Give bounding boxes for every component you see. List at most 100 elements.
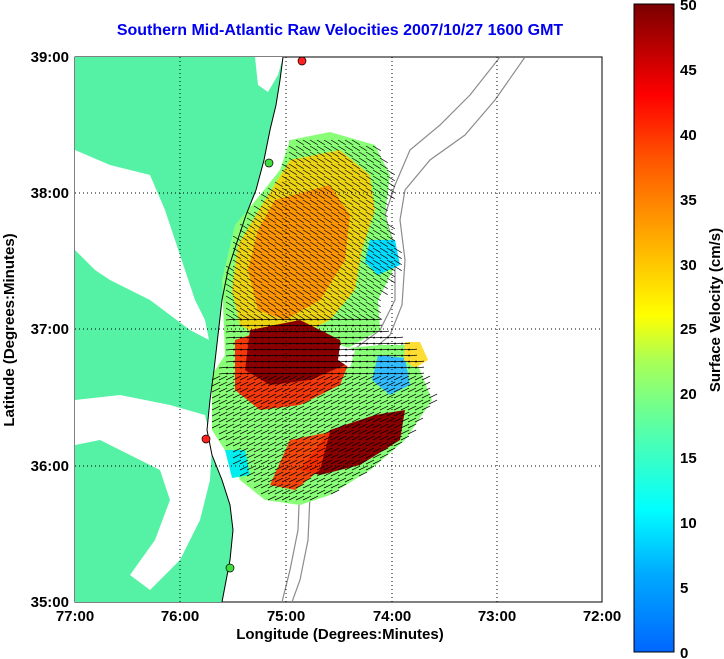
velocity-arrow <box>365 223 374 229</box>
velocity-arrow <box>281 241 290 247</box>
velocity-arrow <box>246 393 256 399</box>
velocity-arrow <box>407 387 417 393</box>
velocity-arrow <box>337 277 346 283</box>
velocity-arrow <box>260 387 270 393</box>
velocity-arrow <box>253 289 262 295</box>
velocity-arrow <box>253 354 264 357</box>
colorbar-tick-label: 20 <box>680 386 697 403</box>
x-axis: 77:00 76:00 75:00 74:00 73:00 72:00 <box>56 608 621 625</box>
velocity-arrow <box>281 366 292 369</box>
velocity-arrow <box>295 223 304 229</box>
velocity-arrow <box>295 342 306 345</box>
velocity-arrow <box>358 175 367 181</box>
velocity-arrow <box>316 193 325 199</box>
velocity-arrow <box>330 483 340 489</box>
radar-station-marker <box>264 158 274 168</box>
velocity-arrow <box>253 399 263 405</box>
velocity-arrow <box>337 471 347 477</box>
velocity-arrow <box>351 211 360 217</box>
velocity-arrow <box>274 354 285 357</box>
velocity-arrow <box>309 199 318 205</box>
velocity-arrow <box>225 375 235 381</box>
velocity-arrow <box>323 483 333 489</box>
velocity-arrow <box>267 324 278 327</box>
velocity-arrow <box>274 193 283 199</box>
velocity-arrow <box>316 417 326 423</box>
velocity-arrow <box>365 354 376 357</box>
velocity-arrow <box>351 411 361 417</box>
velocity-arrow <box>414 366 425 369</box>
velocity-arrow <box>351 187 360 193</box>
velocity-arrow <box>302 441 312 447</box>
velocity-arrow <box>351 151 360 157</box>
x-tick-label: 72:00 <box>583 608 621 625</box>
velocity-arrow <box>358 151 367 157</box>
velocity-arrow <box>316 199 325 205</box>
velocity-arrow <box>316 223 325 229</box>
velocity-arrow <box>253 387 263 393</box>
velocity-arrow <box>225 265 234 271</box>
velocity-arrow <box>260 381 270 387</box>
velocity-arrow <box>372 205 381 211</box>
velocity-arrow <box>295 163 304 169</box>
velocity-arrow <box>281 253 290 259</box>
velocity-arrow <box>274 307 283 313</box>
velocity-arrow <box>253 372 264 375</box>
velocity-arrow <box>330 423 340 429</box>
velocity-arrow <box>372 277 381 283</box>
velocity-arrow <box>351 318 362 321</box>
velocity-arrow <box>386 223 395 229</box>
velocity-arrow <box>358 429 368 435</box>
velocity-arrow <box>302 277 311 283</box>
velocity-arrow <box>330 163 339 169</box>
velocity-arrow <box>309 429 319 435</box>
velocity-arrow <box>351 459 361 465</box>
velocity-arrow <box>372 417 382 423</box>
velocity-arrow <box>330 151 339 157</box>
velocity-arrow <box>351 193 360 199</box>
velocity-arrow <box>239 307 248 313</box>
velocity-arrow <box>351 241 360 247</box>
velocity-arrow <box>309 229 318 235</box>
velocity-arrow <box>351 324 362 327</box>
velocity-arrow <box>232 301 241 307</box>
velocity-arrow <box>337 307 346 313</box>
velocity-arrow <box>267 477 277 483</box>
velocity-arrow <box>337 283 346 289</box>
velocity-arrow <box>239 441 249 447</box>
velocity-arrow <box>358 453 368 459</box>
velocity-arrow <box>316 271 325 277</box>
velocity-arrow <box>239 265 248 271</box>
velocity-arrow <box>309 145 318 151</box>
velocity-arrow <box>274 283 283 289</box>
velocity-arrow <box>309 271 318 277</box>
velocity-arrow <box>337 217 346 223</box>
velocity-arrow <box>288 372 299 375</box>
velocity-arrow <box>372 405 382 411</box>
velocity-arrow <box>358 348 369 351</box>
velocity-arrow <box>400 411 410 417</box>
velocity-arrow <box>337 405 347 411</box>
velocity-arrow <box>253 381 263 387</box>
velocity-arrow <box>281 307 290 313</box>
velocity-arrow <box>288 459 298 465</box>
velocity-arrow <box>351 423 361 429</box>
velocity-arrow <box>309 348 320 351</box>
velocity-arrow <box>302 265 311 271</box>
velocity-arrow <box>323 241 332 247</box>
y-axis-label: Latitude (Degrees:Minutes) <box>1 233 18 426</box>
velocity-arrow <box>393 441 403 447</box>
velocity-arrow <box>330 375 340 381</box>
velocity-arrow <box>225 393 235 399</box>
velocity-arrow <box>225 381 235 387</box>
velocity-arrow <box>316 372 327 375</box>
velocity-arrow <box>295 489 305 495</box>
velocity-arrow <box>344 387 354 393</box>
velocity-arrow <box>323 181 332 187</box>
velocity-arrow <box>281 211 290 217</box>
velocity-arrow <box>295 151 304 157</box>
velocity-arrow <box>302 372 313 375</box>
velocity-arrow <box>267 489 277 495</box>
velocity-arrow <box>288 307 297 313</box>
